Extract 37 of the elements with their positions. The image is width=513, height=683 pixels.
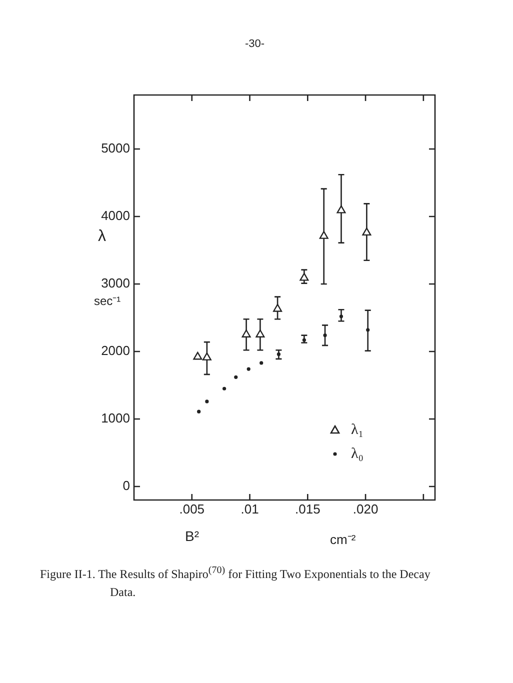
- point: [319, 230, 328, 239]
- point: [362, 228, 372, 236]
- text: cm⁻²: [330, 531, 356, 548]
- x-tick-label: .020: [352, 501, 378, 516]
- point: [256, 330, 265, 338]
- y-axis-title: λ: [98, 228, 106, 246]
- text: Figure II-1. The Results of Shapiro$^{(70)}$ for Fitting Two Exponentials to the Decay Data.: [40, 565, 430, 599]
- text: sec⁻¹: [94, 293, 121, 309]
- point: [300, 272, 309, 281]
- x-axis-title: B²: [185, 528, 199, 544]
- point: [336, 205, 346, 214]
- point: [260, 361, 264, 365]
- point: [205, 400, 209, 404]
- y-tick-label: 3000: [101, 276, 130, 291]
- y-tick-label: 4000: [101, 208, 130, 224]
- point: [234, 375, 238, 379]
- x-tick-label: .01: [240, 501, 259, 516]
- point: [242, 330, 251, 338]
- text: -30-: [245, 38, 265, 50]
- x-tick-label: .015: [295, 501, 320, 516]
- legend-label: λ₁: [351, 422, 364, 438]
- point: [197, 410, 201, 414]
- legend-label: λ₀: [351, 446, 364, 462]
- x-tick-label: .005: [179, 501, 205, 516]
- point: [202, 352, 212, 360]
- point: [273, 304, 282, 312]
- point: [222, 386, 226, 390]
- point: [246, 367, 250, 371]
- y-tick-label: 2000: [101, 343, 130, 358]
- point: [339, 314, 344, 318]
- point: [193, 352, 202, 360]
- point: [302, 338, 306, 342]
- y-tick-label: 1000: [101, 410, 130, 426]
- point: [323, 334, 327, 338]
- point: [366, 328, 370, 332]
- y-tick-label: 5000: [101, 140, 130, 156]
- y-tick-label: 0: [122, 478, 130, 494]
